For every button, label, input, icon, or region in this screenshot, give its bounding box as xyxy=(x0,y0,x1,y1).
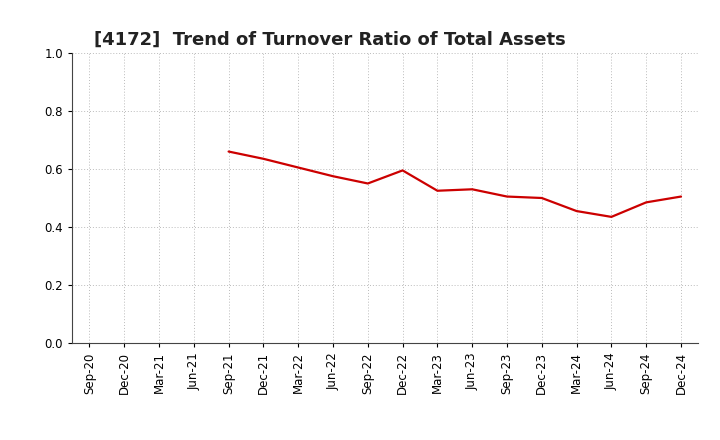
Text: [4172]  Trend of Turnover Ratio of Total Assets: [4172] Trend of Turnover Ratio of Total … xyxy=(94,31,565,49)
